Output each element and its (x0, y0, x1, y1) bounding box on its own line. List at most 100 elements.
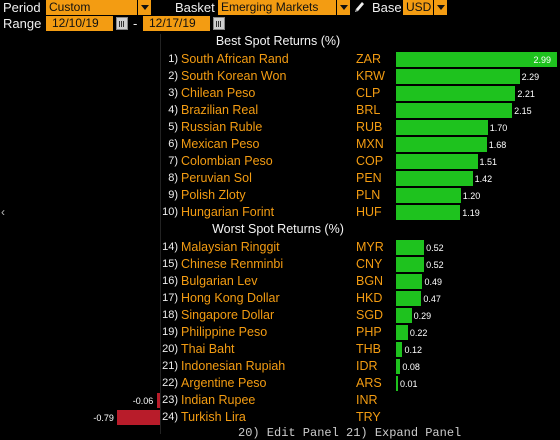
currency-name[interactable]: Colombian Peso (181, 154, 273, 168)
table-row[interactable]: 19) Philippine Peso PHP (160, 324, 560, 341)
return-value: 0.47 (423, 294, 441, 304)
table-row[interactable]: 5) Russian Ruble RUB (160, 119, 560, 136)
row-rank: 22) (162, 377, 178, 389)
row-rank: 1) (168, 53, 178, 65)
return-bar (396, 188, 461, 203)
base-select[interactable]: USD (403, 0, 433, 15)
period-label: Period (3, 0, 41, 15)
currency-code: HUF (356, 205, 382, 219)
currency-name[interactable]: South Korean Won (181, 69, 287, 83)
currency-name[interactable]: Turkish Lira (181, 410, 246, 424)
currency-code: ARS (356, 376, 382, 390)
currency-name[interactable]: South African Rand (181, 52, 289, 66)
table-row[interactable]: 23) Indian Rupee INR (160, 392, 560, 409)
return-value: 1.20 (462, 191, 481, 201)
pencil-icon[interactable] (353, 0, 365, 14)
currency-name[interactable]: Polish Zloty (181, 188, 246, 202)
currency-name[interactable]: Argentine Peso (181, 376, 267, 390)
currency-code: PHP (356, 325, 382, 339)
table-row[interactable]: 14) Malaysian Ringgit MYR (160, 239, 560, 256)
return-bar (117, 410, 160, 425)
table-row[interactable]: 22) Argentine Peso ARS (160, 375, 560, 392)
row-rank: 4) (168, 104, 178, 116)
collapse-left-icon[interactable]: ‹ (1, 205, 5, 219)
currency-name[interactable]: Singapore Dollar (181, 308, 275, 322)
calendar-start-icon[interactable] (116, 17, 128, 30)
row-rank: 20) (162, 343, 178, 355)
currency-code: INR (356, 393, 378, 407)
table-row[interactable]: 21) Indonesian Rupiah IDR (160, 358, 560, 375)
currency-code: KRW (356, 69, 385, 83)
currency-name[interactable]: Chinese Renminbi (181, 257, 284, 271)
table-row[interactable]: 6) Mexican Peso MXN (160, 136, 560, 153)
currency-name[interactable]: Brazilian Real (181, 103, 259, 117)
basket-dropdown-icon[interactable] (336, 0, 350, 15)
panel-divider (160, 34, 161, 434)
row-rank: 19) (162, 326, 178, 338)
range-separator: - (133, 16, 138, 31)
table-row[interactable]: 24) Turkish Lira TRY (160, 409, 560, 426)
row-rank: 15) (162, 258, 178, 270)
return-bar (396, 257, 425, 272)
currency-name[interactable]: Hungarian Forint (181, 205, 275, 219)
table-row[interactable]: 16) Bulgarian Lev BGN (160, 273, 560, 290)
table-row[interactable]: 7) Colombian Peso COP (160, 153, 560, 170)
table-row[interactable]: 15) Chinese Renminbi CNY (160, 256, 560, 273)
range-start-input[interactable]: 12/10/19 (46, 16, 113, 31)
currency-code: TRY (356, 410, 381, 424)
return-value: 0.52 (426, 243, 444, 253)
period-select[interactable]: Custom (46, 0, 137, 15)
currency-code: MXN (356, 137, 384, 151)
currency-code: IDR (356, 359, 378, 373)
currency-code: CNY (356, 257, 383, 271)
table-row[interactable]: 18) Singapore Dollar SGD (160, 307, 560, 324)
currency-name[interactable]: Bulgarian Lev (181, 274, 258, 288)
currency-code: COP (356, 154, 384, 168)
return-bar (156, 393, 160, 408)
currency-name[interactable]: Thai Baht (181, 342, 235, 356)
period-dropdown-icon[interactable] (137, 0, 151, 15)
table-row[interactable]: 10) Hungarian Forint HUF (160, 204, 560, 221)
table-row[interactable]: 4) Brazilian Real BRL (160, 102, 560, 119)
currency-name[interactable]: Indian Rupee (181, 393, 256, 407)
currency-name[interactable]: Hong Kong Dollar (181, 291, 280, 305)
table-row[interactable]: 3) Chilean Peso CLP (160, 85, 560, 102)
return-value: 0.52 (426, 260, 444, 270)
currency-code: THB (356, 342, 381, 356)
currency-name[interactable]: Peruvian Sol (181, 171, 252, 185)
table-row[interactable]: 20) Thai Baht THB (160, 341, 560, 358)
return-bar (396, 342, 403, 357)
return-bar (396, 240, 425, 255)
best-returns-title: Best Spot Returns (%) (215, 34, 341, 48)
table-row[interactable]: 2) South Korean Won KRW (160, 68, 560, 85)
currency-name[interactable]: Indonesian Rupiah (181, 359, 286, 373)
return-bar (396, 359, 401, 374)
range-end-input[interactable]: 12/17/19 (143, 16, 210, 31)
table-row[interactable]: 1) South African Rand ZAR (160, 51, 560, 68)
basket-select[interactable]: Emerging Markets (218, 0, 336, 15)
return-bar (396, 308, 412, 323)
row-rank: 21) (162, 360, 178, 372)
currency-name[interactable]: Chilean Peso (181, 86, 256, 100)
base-dropdown-icon[interactable] (433, 0, 447, 15)
return-bar (396, 171, 473, 186)
return-value: 1.70 (489, 123, 508, 133)
return-value: 2.21 (517, 89, 535, 99)
calendar-end-icon[interactable] (213, 17, 225, 30)
range-label: Range (3, 16, 42, 31)
basket-label: Basket (175, 0, 215, 15)
currency-name[interactable]: Russian Ruble (181, 120, 263, 134)
return-bar (396, 291, 422, 306)
row-rank: 14) (162, 241, 178, 253)
return-bar (396, 86, 516, 101)
table-row[interactable]: 17) Hong Kong Dollar HKD (160, 290, 560, 307)
currency-name[interactable]: Mexican Peso (181, 137, 260, 151)
currency-name[interactable]: Philippine Peso (181, 325, 268, 339)
currency-name[interactable]: Malaysian Ringgit (181, 240, 280, 254)
table-row[interactable]: 8) Peruvian Sol PEN (160, 170, 560, 187)
table-row[interactable]: 9) Polish Zloty PLN (160, 187, 560, 204)
row-rank: 2) (168, 70, 178, 82)
return-value: -0.06 (132, 396, 154, 406)
return-bar (396, 274, 423, 289)
return-bar (396, 52, 558, 67)
